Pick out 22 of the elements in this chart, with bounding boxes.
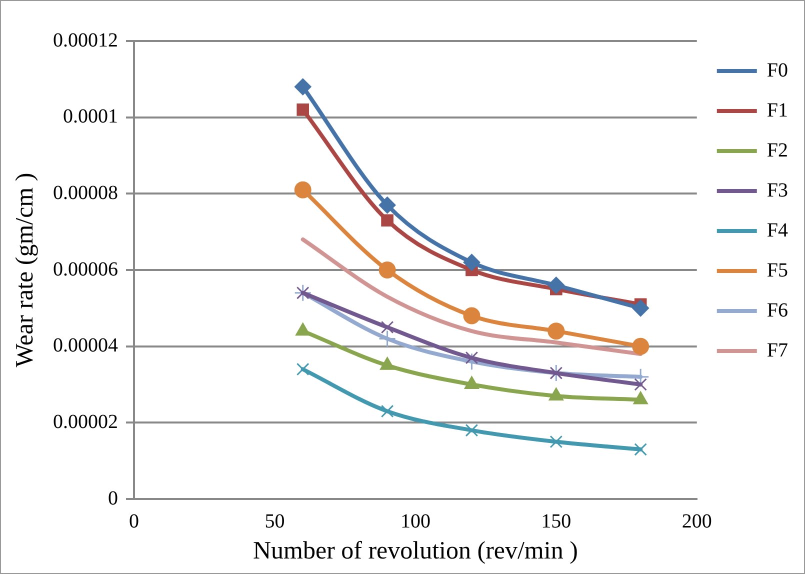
- y-tick-label: 0.00008: [53, 182, 118, 204]
- legend-label: F3: [766, 179, 788, 202]
- legend-label: F4: [766, 219, 788, 242]
- legend-label: F7: [766, 339, 788, 362]
- y-tick-label: 0: [108, 487, 118, 510]
- legend-label: F5: [766, 259, 788, 282]
- y-tick-label: 0.00004: [53, 334, 118, 357]
- y-tick-label: 0.0001: [63, 106, 118, 128]
- x-tick-label: 200: [682, 510, 712, 532]
- legend-label: F1: [766, 99, 788, 122]
- y-tick-label: 0.00002: [53, 410, 118, 433]
- legend-label: F0: [766, 59, 788, 82]
- y-tick-label: 0.00006: [53, 258, 118, 280]
- x-tick-label: 0: [129, 510, 139, 532]
- y-axis-title: Wear rate (gm/cm ): [12, 172, 39, 368]
- legend-label: F2: [766, 139, 788, 162]
- x-tick-label: 100: [400, 510, 430, 532]
- x-tick-label: 50: [264, 510, 285, 532]
- x-tick-label: 150: [541, 510, 572, 532]
- legend-label: F6: [766, 299, 788, 322]
- y-tick-label: 0.00012: [53, 29, 118, 52]
- x-axis-title: Number of revolution (rev/min ): [252, 538, 578, 565]
